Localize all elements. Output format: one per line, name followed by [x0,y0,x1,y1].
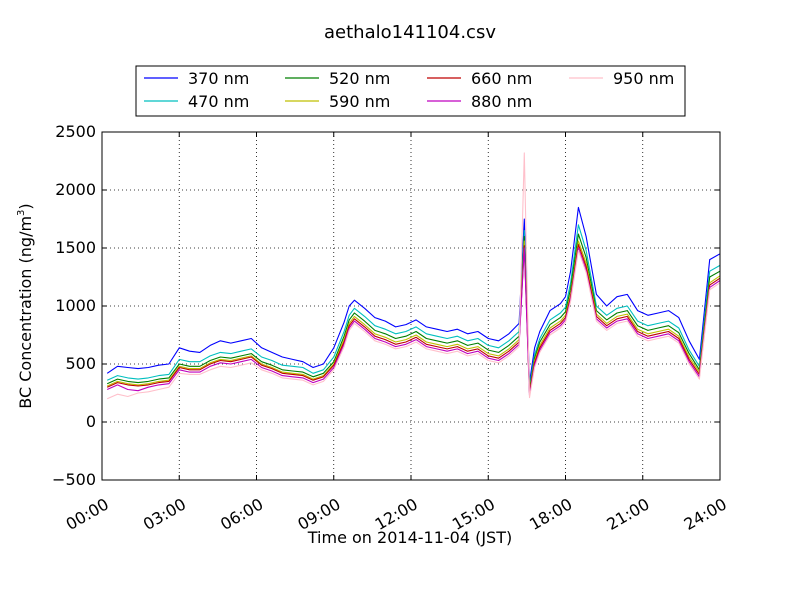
y-axis-label: BC Concentration (ng/m3) [16,203,35,408]
x-tick-label: 03:00 [140,494,189,534]
series-line-950-nm [106,152,721,400]
series-line-470-nm [106,224,721,388]
legend-label: 520 nm [329,69,390,88]
x-tick-label: 24:00 [681,494,730,534]
legend: 370 nm 470 nm 520 nm 590 nm 660 nm 880 nm 950 … [135,65,686,117]
y-tick-label: 0 [86,412,96,431]
series-line-880-nm [106,247,721,396]
x-tick-label: 18:00 [526,494,575,534]
x-axis-label: Time on 2014-11-04 (JST) [307,528,512,547]
x-tick-label: 00:00 [63,494,112,534]
series-lines [106,152,721,400]
chart-title: aethalo141104.csv [324,22,496,43]
axis-ticks [101,131,721,481]
series-line-660-nm [106,243,721,394]
series-line-370-nm [106,206,721,384]
y-axis-label-superscript: 3 [16,210,27,216]
y-axis-label-close: ) [16,203,35,209]
legend-label: 370 nm [188,69,249,88]
legend-label: 950 nm [613,69,674,88]
x-tick-label: 06:00 [217,494,266,534]
y-tick-label: −500 [52,470,96,489]
y-axis-label-main: BC Concentration (ng/m [16,216,35,409]
y-tick-label: 500 [65,354,96,373]
y-tick-label: 1000 [55,296,96,315]
legend-label: 660 nm [471,69,532,88]
series-line-590-nm [106,240,721,393]
y-tick-label: 1500 [55,238,96,257]
legend-box [135,65,686,117]
x-tick-label: 21:00 [603,494,652,534]
legend-label: 470 nm [188,92,249,111]
legend-label: 590 nm [329,92,390,111]
series-line-520-nm [106,233,721,391]
legend-label: 880 nm [471,92,532,111]
y-tick-label: 2500 [55,122,96,141]
y-tick-label: 2000 [55,180,96,199]
y-tick-labels: −500 0 500 1000 1500 2000 2500 [52,122,96,489]
